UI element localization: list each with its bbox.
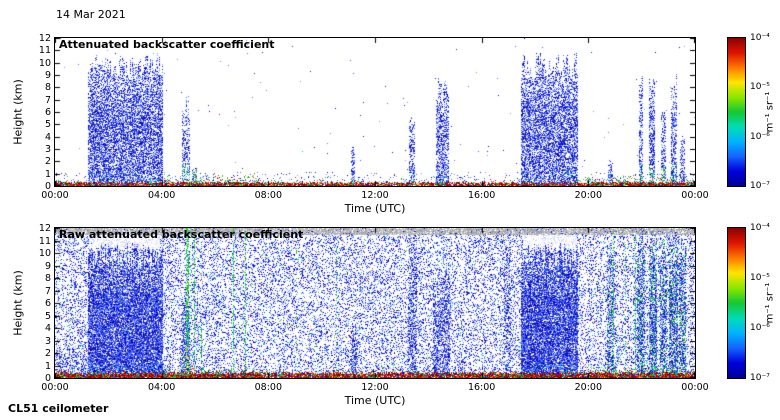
plot-title-raw: Raw attenuated backscatter coefficient — [59, 228, 304, 241]
colorbar-bottom — [727, 227, 746, 379]
y-tick-label: 0 — [44, 373, 51, 384]
x-tick-label: 20:00 — [574, 382, 603, 393]
x-tick-label: 00:00 — [41, 190, 69, 201]
y-tick-label: 8 — [44, 273, 51, 284]
y-tick-label: 7 — [44, 94, 51, 106]
x-tick-label: 00:00 — [41, 382, 69, 393]
y-tick-label: 2 — [44, 348, 51, 359]
y-tick-label: 9 — [44, 70, 51, 81]
x-tick-label: 00:00 — [681, 382, 709, 393]
instrument-label: CL51 ceilometer — [8, 402, 109, 415]
height-axis-label-top: Height (km) — [11, 79, 25, 145]
colorbar-tick-label: 10⁻⁵ — [750, 82, 770, 93]
colorbar-tick-label: 10⁻⁶ — [750, 131, 770, 142]
y-tick-label: 4 — [44, 323, 51, 334]
attenuated-backscatter-heatmap — [54, 37, 696, 187]
panel-raw: Raw attenuated backscatter coefficient — [54, 227, 696, 379]
colorbar-tick-label: 10⁻⁴ — [750, 223, 770, 233]
y-tick-label: 9 — [44, 260, 51, 272]
y-tick-label: 6 — [44, 107, 51, 118]
colorbar-top — [727, 37, 746, 187]
colorbar-tick-label: 10⁻⁷ — [750, 181, 770, 191]
y-tick-label: 2 — [44, 156, 51, 168]
plot-title-attenuated: Attenuated backscatter coefficient — [59, 38, 275, 51]
y-tick-label: 3 — [44, 144, 51, 155]
panel-attenuated: Attenuated backscatter coefficient — [54, 37, 696, 187]
x-tick-label: 04:00 — [147, 382, 176, 393]
y-tick-label: 4 — [44, 131, 51, 143]
x-tick-label: 00:00 — [681, 190, 709, 201]
height-axis-label-bottom: Height (km) — [11, 270, 25, 336]
x-tick-label: 16:00 — [467, 190, 496, 201]
x-tick-label: 12:00 — [361, 382, 389, 393]
y-tick-label: 1 — [44, 168, 51, 180]
date-label: 14 Mar 2021 — [56, 8, 126, 21]
x-tick-label: 04:00 — [147, 190, 176, 201]
time-axis-label-bottom: Time (UTC) — [344, 394, 406, 407]
x-tick-label: 12:00 — [361, 190, 389, 201]
y-tick-label: 5 — [44, 119, 51, 131]
y-tick-label: 12 — [38, 223, 51, 234]
y-tick-label: 8 — [44, 82, 51, 94]
time-axis-label-top: Time (UTC) — [344, 202, 406, 215]
y-tick-label: 12 — [38, 33, 51, 44]
y-tick-label: 7 — [44, 285, 51, 297]
y-tick-label: 6 — [44, 298, 51, 309]
y-tick-label: 5 — [44, 310, 51, 322]
colorbar-tick-label: 10⁻⁶ — [750, 323, 770, 333]
x-tick-label: 16:00 — [467, 382, 496, 393]
colorbar-tick-label: 10⁻⁵ — [750, 273, 770, 283]
y-tick-label: 3 — [44, 335, 51, 347]
x-tick-label: 08:00 — [254, 382, 283, 393]
y-tick-label: 11 — [38, 235, 51, 247]
x-tick-label: 20:00 — [574, 190, 603, 201]
y-tick-label: 0 — [44, 181, 51, 192]
y-tick-label: 1 — [44, 360, 51, 372]
colorbar-tick-label: 10⁻⁷ — [750, 373, 770, 383]
y-tick-label: 11 — [38, 45, 51, 57]
y-tick-label: 10 — [38, 248, 51, 259]
colorbar-unit-label-bottom: m⁻¹ sr⁻¹ — [764, 282, 776, 324]
colorbar-tick-label: 10⁻⁴ — [750, 33, 770, 43]
raw-backscatter-heatmap — [54, 227, 696, 379]
x-tick-label: 08:00 — [254, 190, 283, 201]
y-tick-label: 10 — [38, 57, 51, 69]
colorbar-unit-label-top: m⁻¹ sr⁻¹ — [764, 91, 776, 133]
